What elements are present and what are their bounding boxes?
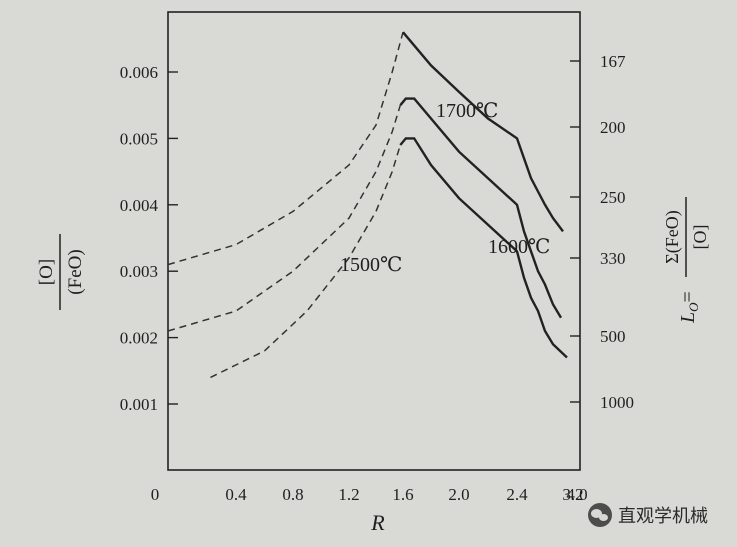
y-left-ticks: 0.001 0.002 0.003 0.004 0.005 0.006 (120, 63, 178, 414)
plot-frame (167, 11, 581, 471)
curve-dashed-1 (167, 104, 402, 332)
y-left-tick-label: 0.006 (120, 63, 158, 82)
y-left-tick-label: 0.002 (120, 329, 158, 348)
svg-text:LO=: LO= (677, 291, 701, 324)
y-left-tick-label: 0.004 (120, 196, 159, 215)
y-right-label-equals: = (677, 291, 699, 302)
series-label-1600: 1600℃ (488, 236, 550, 258)
y-left-tick-label: 0.005 (120, 129, 158, 148)
y-left-tick-label: 0.001 (120, 395, 158, 414)
x-tick-label: 2.0 (448, 485, 469, 504)
y-right-tick-label: 200 (600, 118, 626, 137)
curve-solid-0 (402, 31, 564, 233)
x-ticks: 0 0.4 0.8 1.2 1.6 2.0 2.4 3.24.0 (151, 485, 588, 504)
series-label-1700: 1700℃ (436, 100, 498, 122)
y-right-tick-label: 500 (600, 327, 626, 346)
wechat-icon (588, 503, 612, 527)
y-right-label-prefix: L (677, 312, 699, 324)
x-tick-label: 4.0 (566, 485, 587, 504)
x-tick-label: 0 (151, 485, 160, 504)
y-right-ticks: 167 200 250 330 500 1000 (570, 52, 634, 412)
y-right-tick-label: 167 (600, 52, 626, 71)
x-axis-label: R (370, 510, 385, 535)
axes-frame (167, 11, 581, 471)
y-right-label-denominator: [O] (690, 225, 710, 250)
x-tick-label: 0.4 (225, 485, 247, 504)
y-right-label-numerator: Σ(FeO) (662, 210, 683, 263)
y-left-label: [O] (FeO) (36, 234, 86, 310)
labels: R [O] (FeO) LO= Σ(FeO) [O] 1700℃ 1600℃ 1… (36, 100, 710, 535)
x-tick-label: 2.4 (506, 485, 528, 504)
curve-dashed-2 (210, 144, 402, 379)
y-left-label-numerator: [O] (36, 259, 57, 285)
y-right-label-subscript: O (686, 302, 701, 312)
y-right-label: LO= Σ(FeO) [O] (662, 197, 710, 324)
curve-solid-2 (399, 137, 568, 359)
curve-dashed-0 (167, 32, 404, 266)
y-left-label-denominator: (FeO) (65, 249, 86, 294)
y-left-tick-label: 0.003 (120, 262, 158, 281)
watermark: 直观学机械 (588, 502, 708, 528)
y-right-tick-label: 1000 (600, 393, 634, 412)
watermark-text: 直观学机械 (618, 506, 708, 527)
x-tick-label: 0.8 (282, 485, 303, 504)
x-tick-label: 1.2 (338, 485, 359, 504)
curves (167, 31, 568, 379)
x-tick-label: 1.6 (392, 485, 413, 504)
curve-solid-1 (399, 97, 563, 319)
x-tick-label: 3.2 (562, 485, 583, 504)
series-label-1500: 1500℃ (340, 254, 402, 276)
y-right-tick-label: 250 (600, 188, 626, 207)
y-right-tick-label: 330 (600, 249, 626, 268)
